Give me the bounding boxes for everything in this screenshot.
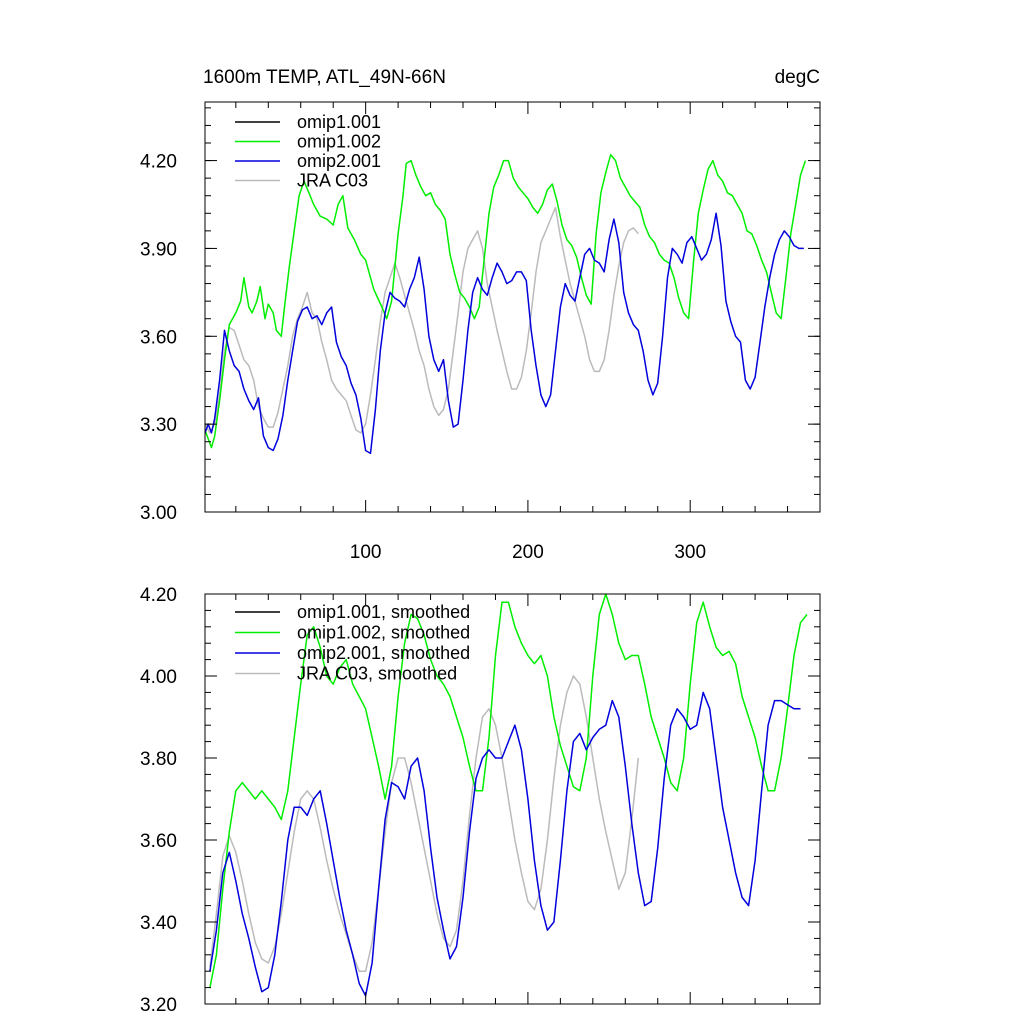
bottom-ytick-label: 3.80 (140, 749, 177, 770)
top-legend-label-omip1-001: omip1.001 (297, 112, 381, 132)
bottom-ytick-label: 3.60 (140, 831, 177, 852)
bottom-series-line-omip2-001 (209, 691, 801, 997)
bottom-plot-area: 3.20 3.40 3.60 3.80 4.00 4.20 (140, 585, 821, 1016)
top-legend-label-omip2-001: omip2.001 (297, 151, 381, 171)
top-series-line-omip1-002 (205, 153, 807, 449)
top-series-group (205, 153, 807, 455)
top-ytick-label: 3.60 (140, 327, 177, 348)
top-xtick-label: 300 (674, 542, 706, 563)
bottom-series-line-omip1-002 (209, 594, 808, 988)
top-ytick-label: 3.00 (140, 503, 177, 524)
bottom-panel: 3.20 3.40 3.60 3.80 4.00 4.20 omip1.001, smoo… (140, 585, 821, 1016)
top-ytick-label: 4.20 (140, 152, 177, 173)
top-series-line-omip2-001 (205, 212, 804, 455)
top-legend-label-jra: JRA C03 (297, 171, 368, 191)
top-ytick-label: 3.30 (140, 415, 177, 436)
bottom-legend-label-jra: JRA C03, smoothed (297, 664, 457, 684)
top-series-line-jra (205, 206, 639, 434)
bottom-legend-label-omip2-001: omip2.001, smoothed (297, 643, 470, 663)
bottom-series-group (209, 594, 808, 997)
bottom-plot-frame (204, 593, 821, 1005)
bottom-legend-label-omip1-001: omip1.001, smoothed (297, 602, 470, 622)
top-ytick-label: 3.90 (140, 239, 177, 260)
top-plot-area: 3.00 3.30 3.60 3.90 4.20 100 200 300 (140, 101, 821, 563)
bottom-ytick-label: 4.20 (140, 585, 177, 606)
top-plot-frame (204, 101, 821, 513)
bottom-ytick-label: 3.40 (140, 913, 177, 934)
top-panel-units: degC (775, 67, 820, 88)
top-xtick-label: 200 (512, 542, 544, 563)
bottom-ytick-label: 4.00 (140, 667, 177, 688)
bottom-series-line-jra (209, 675, 640, 972)
top-panel-title: 1600m TEMP, ATL_49N-66N (203, 67, 446, 88)
top-legend-label-omip1-002: omip1.002 (297, 132, 381, 152)
bottom-legend-label-omip1-002: omip1.002, smoothed (297, 623, 470, 643)
top-xtick-label: 100 (350, 542, 382, 563)
top-panel: 1600m TEMP, ATL_49N-66N degC 3.00 3.30 3.6… (140, 67, 821, 563)
bottom-ytick-label: 3.20 (140, 995, 177, 1016)
